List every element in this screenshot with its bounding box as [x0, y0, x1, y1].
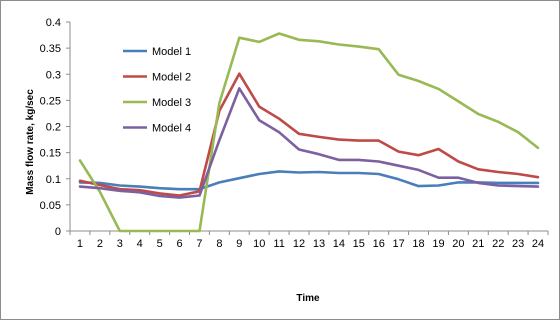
- legend-label: Model 1: [152, 46, 191, 58]
- x-tick-label: 24: [532, 238, 544, 250]
- x-tick-label: 9: [236, 238, 242, 250]
- x-tick-label: 7: [196, 238, 202, 250]
- y-tick-label: 0.15: [40, 148, 61, 160]
- legend-label: Model 3: [152, 97, 191, 109]
- x-tick-label: 15: [353, 238, 365, 250]
- y-tick-labels: 0 0.05 0.1 0.15 0.2 0.25 0.3 0.35 0.4: [40, 17, 61, 238]
- y-axis-title: Mass flow rate, kg/sec: [25, 89, 36, 195]
- legend: Model 1 Model 2 Model 3 Model 4: [123, 46, 191, 135]
- x-tick-label: 23: [512, 238, 524, 250]
- x-tick-labels: 1 2 3 4 5 6 7 8 9 10 11 12 13 14 15 16 17 18 19 20 21 22 23 24: [77, 238, 544, 250]
- series-line-3: [78, 32, 540, 233]
- y-tick-label: 0.4: [46, 17, 61, 29]
- x-tick-label: 20: [452, 238, 464, 250]
- x-tick-label: 10: [253, 238, 265, 250]
- x-tick-label: 3: [117, 238, 123, 250]
- x-tick-label: 22: [492, 238, 504, 250]
- x-tick-label: 21: [472, 238, 484, 250]
- series-line-2: [78, 72, 540, 197]
- x-axis-title: Time: [296, 293, 320, 304]
- x-tick-label: 4: [137, 238, 143, 250]
- x-tick-label: 2: [97, 238, 103, 250]
- x-tick-label: 12: [293, 238, 305, 250]
- y-tick-label: 0.25: [40, 95, 61, 107]
- x-tick-label: 1: [77, 238, 83, 250]
- x-tick-label: 11: [273, 238, 284, 250]
- x-tick-label: 16: [373, 238, 385, 250]
- legend-label: Model 4: [152, 123, 191, 135]
- x-tick-label: 19: [432, 238, 444, 250]
- x-tick-label: 8: [216, 238, 222, 250]
- x-tick-label: 14: [333, 238, 345, 250]
- y-tick-label: 0.1: [46, 174, 61, 186]
- y-tick-label: 0: [55, 226, 61, 238]
- series-layer: [78, 32, 540, 233]
- x-tick-label: 13: [313, 238, 325, 250]
- x-tick-label: 17: [393, 238, 405, 250]
- y-tick-label: 0.2: [46, 122, 61, 134]
- x-tick-label: 18: [412, 238, 424, 250]
- series-line-1: [78, 170, 540, 191]
- legend-label: Model 2: [152, 72, 191, 84]
- series-line-4: [78, 87, 540, 199]
- y-tick-label: 0.3: [46, 69, 61, 81]
- x-tick-label: 6: [176, 238, 182, 250]
- y-tick-label: 0.35: [40, 43, 61, 55]
- x-tick-label: 5: [157, 238, 163, 250]
- y-tick-label: 0.05: [40, 200, 61, 212]
